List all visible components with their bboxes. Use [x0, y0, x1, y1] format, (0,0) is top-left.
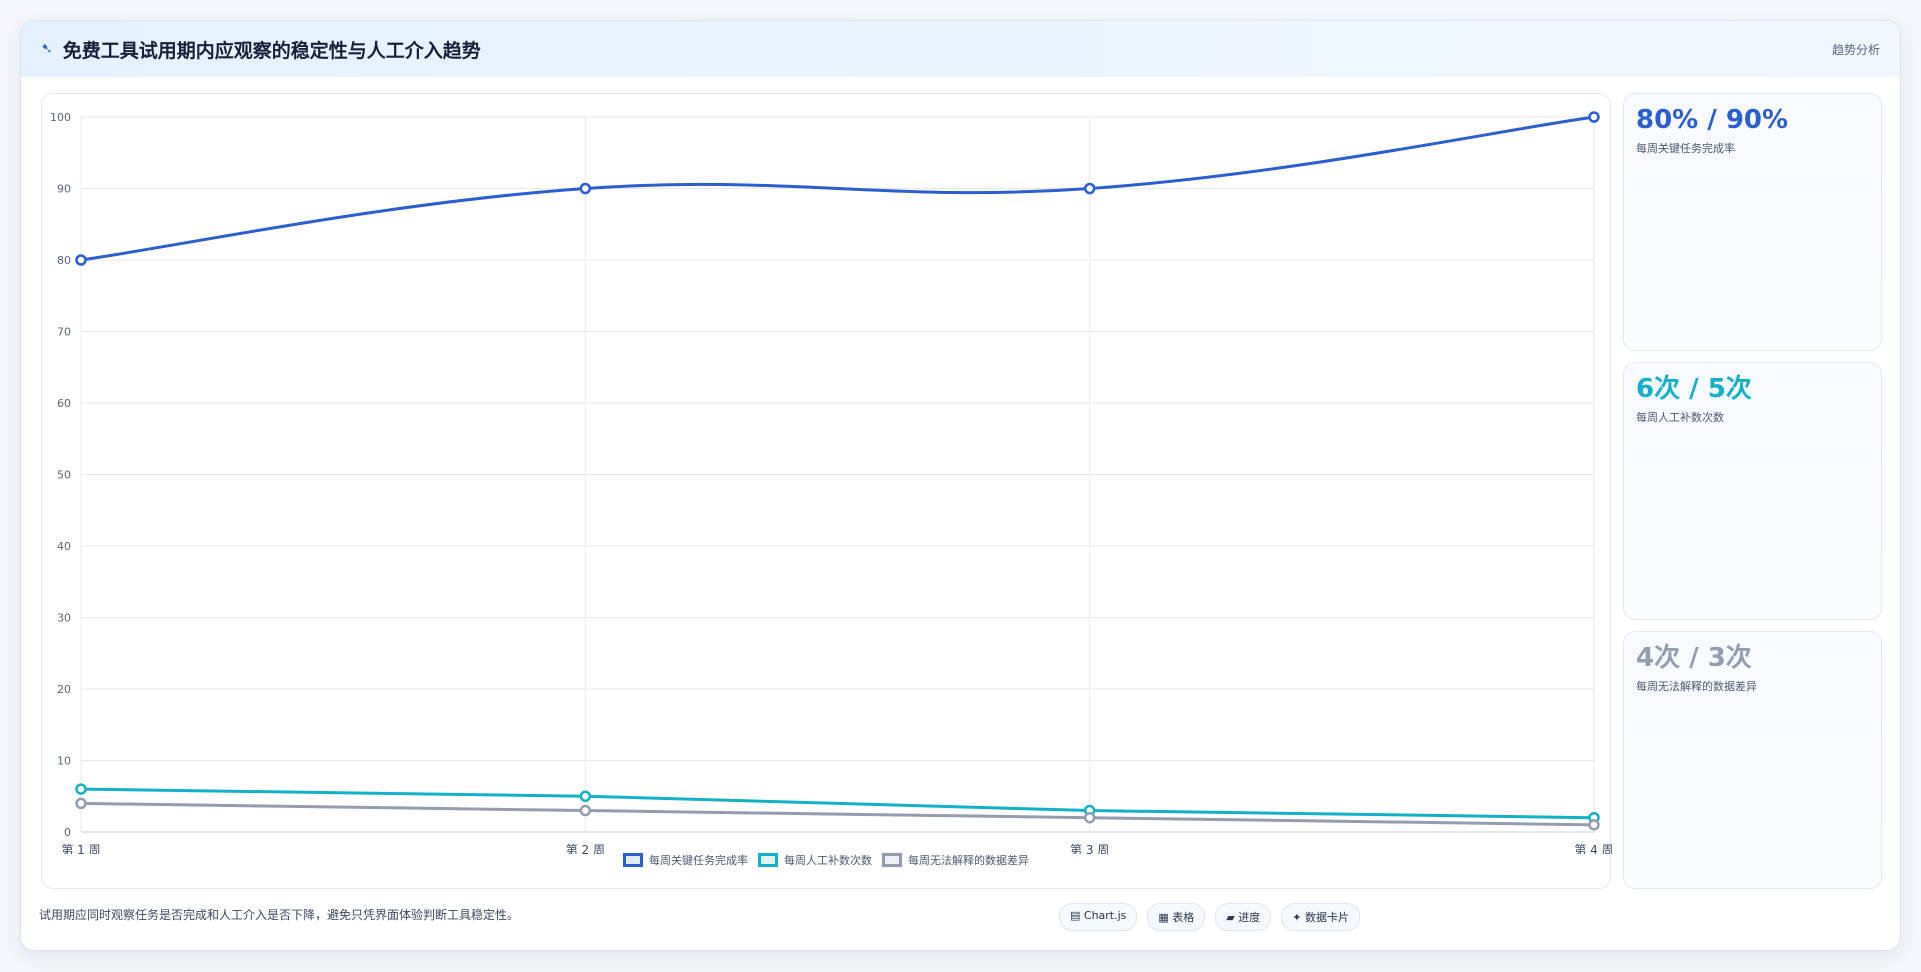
legend-swatch-icon	[882, 853, 902, 867]
data-point	[1083, 182, 1096, 195]
chip-data-card[interactable]: ✦ 数据卡片	[1281, 903, 1360, 931]
chip-chartjs[interactable]: ▤ Chart.js	[1059, 903, 1138, 931]
x-tick-label: 第 2 周	[566, 843, 605, 854]
chart-legend: 每周关键任务完成率 每周人工补数次数 每周无法解释的数据差异	[42, 852, 1610, 868]
tag-chips: ▤ Chart.js ▦ 表格 ▰ 进度 ✦ 数据卡片	[1059, 903, 1360, 931]
stat-card-completion: 80% / 90% 每周关键任务完成率	[1623, 93, 1882, 351]
line-chart: 0 10 20 30 40 50 60 70 80 90 100 第 1 周 第 2 周 第 3 周 第 4…	[50, 111, 1612, 854]
data-point	[579, 182, 592, 195]
data-point	[1588, 111, 1600, 123]
page-title: 免费工具试用期内应观察的稳定性与人工介入趋势	[62, 39, 481, 62]
y-tick-label: 50	[57, 469, 71, 482]
legend-item-completion[interactable]: 每周关键任务完成率	[623, 852, 748, 868]
series-line-0	[80, 115, 1595, 262]
stat-label: 每周无法解释的数据差异	[1636, 680, 1757, 693]
y-tick-label: 100	[50, 111, 71, 124]
data-point	[579, 790, 592, 802]
legend-label: 每周关键任务完成率	[649, 854, 748, 867]
chart-panel: 0 10 20 30 40 50 60 70 80 90 100 第 1 周 第 2 周 第 3 周 第 4…	[41, 93, 1612, 889]
stat-card-unexplained-diff: 4次 / 3次 每周无法解释的数据差异	[1623, 631, 1882, 889]
stat-value: 80% / 90%	[1636, 105, 1789, 135]
chart-line-icon: ➷	[41, 41, 53, 57]
stat-label: 每周人工补数次数	[1636, 411, 1724, 424]
legend-label: 每周人工补数次数	[784, 854, 872, 867]
series-line-1	[80, 787, 1595, 820]
y-tick-label: 70	[57, 326, 71, 339]
header-tag: 趋势分析	[1831, 42, 1880, 57]
data-point	[579, 804, 592, 817]
legend-swatch-icon	[758, 853, 778, 867]
data-point	[75, 783, 87, 795]
legend-item-manual-fill[interactable]: 每周人工补数次数	[758, 852, 872, 868]
data-point	[1083, 811, 1096, 824]
x-tick-label: 第 1 周	[61, 843, 100, 854]
stat-value: 6次 / 5次	[1636, 374, 1752, 404]
stat-value: 4次 / 3次	[1636, 643, 1752, 673]
chip-progress[interactable]: ▰ 进度	[1215, 903, 1272, 931]
card-header: ➷ 免费工具试用期内应观察的稳定性与人工介入趋势 趋势分析	[21, 21, 1900, 77]
legend-label: 每周无法解释的数据差异	[908, 854, 1029, 867]
y-tick-label: 90	[57, 183, 71, 196]
stat-label: 每周关键任务完成率	[1636, 142, 1735, 155]
chart-card: ➷ 免费工具试用期内应观察的稳定性与人工介入趋势 趋势分析 0 10 20 30 40 5…	[20, 20, 1901, 951]
y-tick-label: 30	[57, 612, 71, 625]
legend-swatch-icon	[623, 853, 643, 867]
y-tick-label: 0	[64, 826, 71, 839]
series-line-2	[80, 801, 1595, 827]
data-point	[75, 797, 87, 810]
data-point	[75, 254, 87, 266]
legend-item-unexplained-diff[interactable]: 每周无法解释的数据差异	[882, 852, 1029, 868]
x-tick-label: 第 3 周	[1070, 843, 1109, 854]
data-point	[1588, 819, 1600, 831]
stat-card-manual-fill: 6次 / 5次 每周人工补数次数	[1623, 362, 1882, 620]
y-tick-label: 60	[57, 397, 71, 410]
x-tick-label: 第 4 周	[1574, 843, 1612, 854]
footer-note: 试用期应同时观察任务是否完成和人工介入是否下降，避免只凭界面体验判断工具稳定性。	[39, 908, 520, 922]
y-tick-label: 40	[57, 540, 71, 553]
y-tick-label: 80	[57, 254, 71, 267]
y-tick-label: 20	[57, 683, 71, 696]
chip-table[interactable]: ▦ 表格	[1147, 903, 1206, 931]
y-tick-label: 10	[57, 755, 71, 768]
